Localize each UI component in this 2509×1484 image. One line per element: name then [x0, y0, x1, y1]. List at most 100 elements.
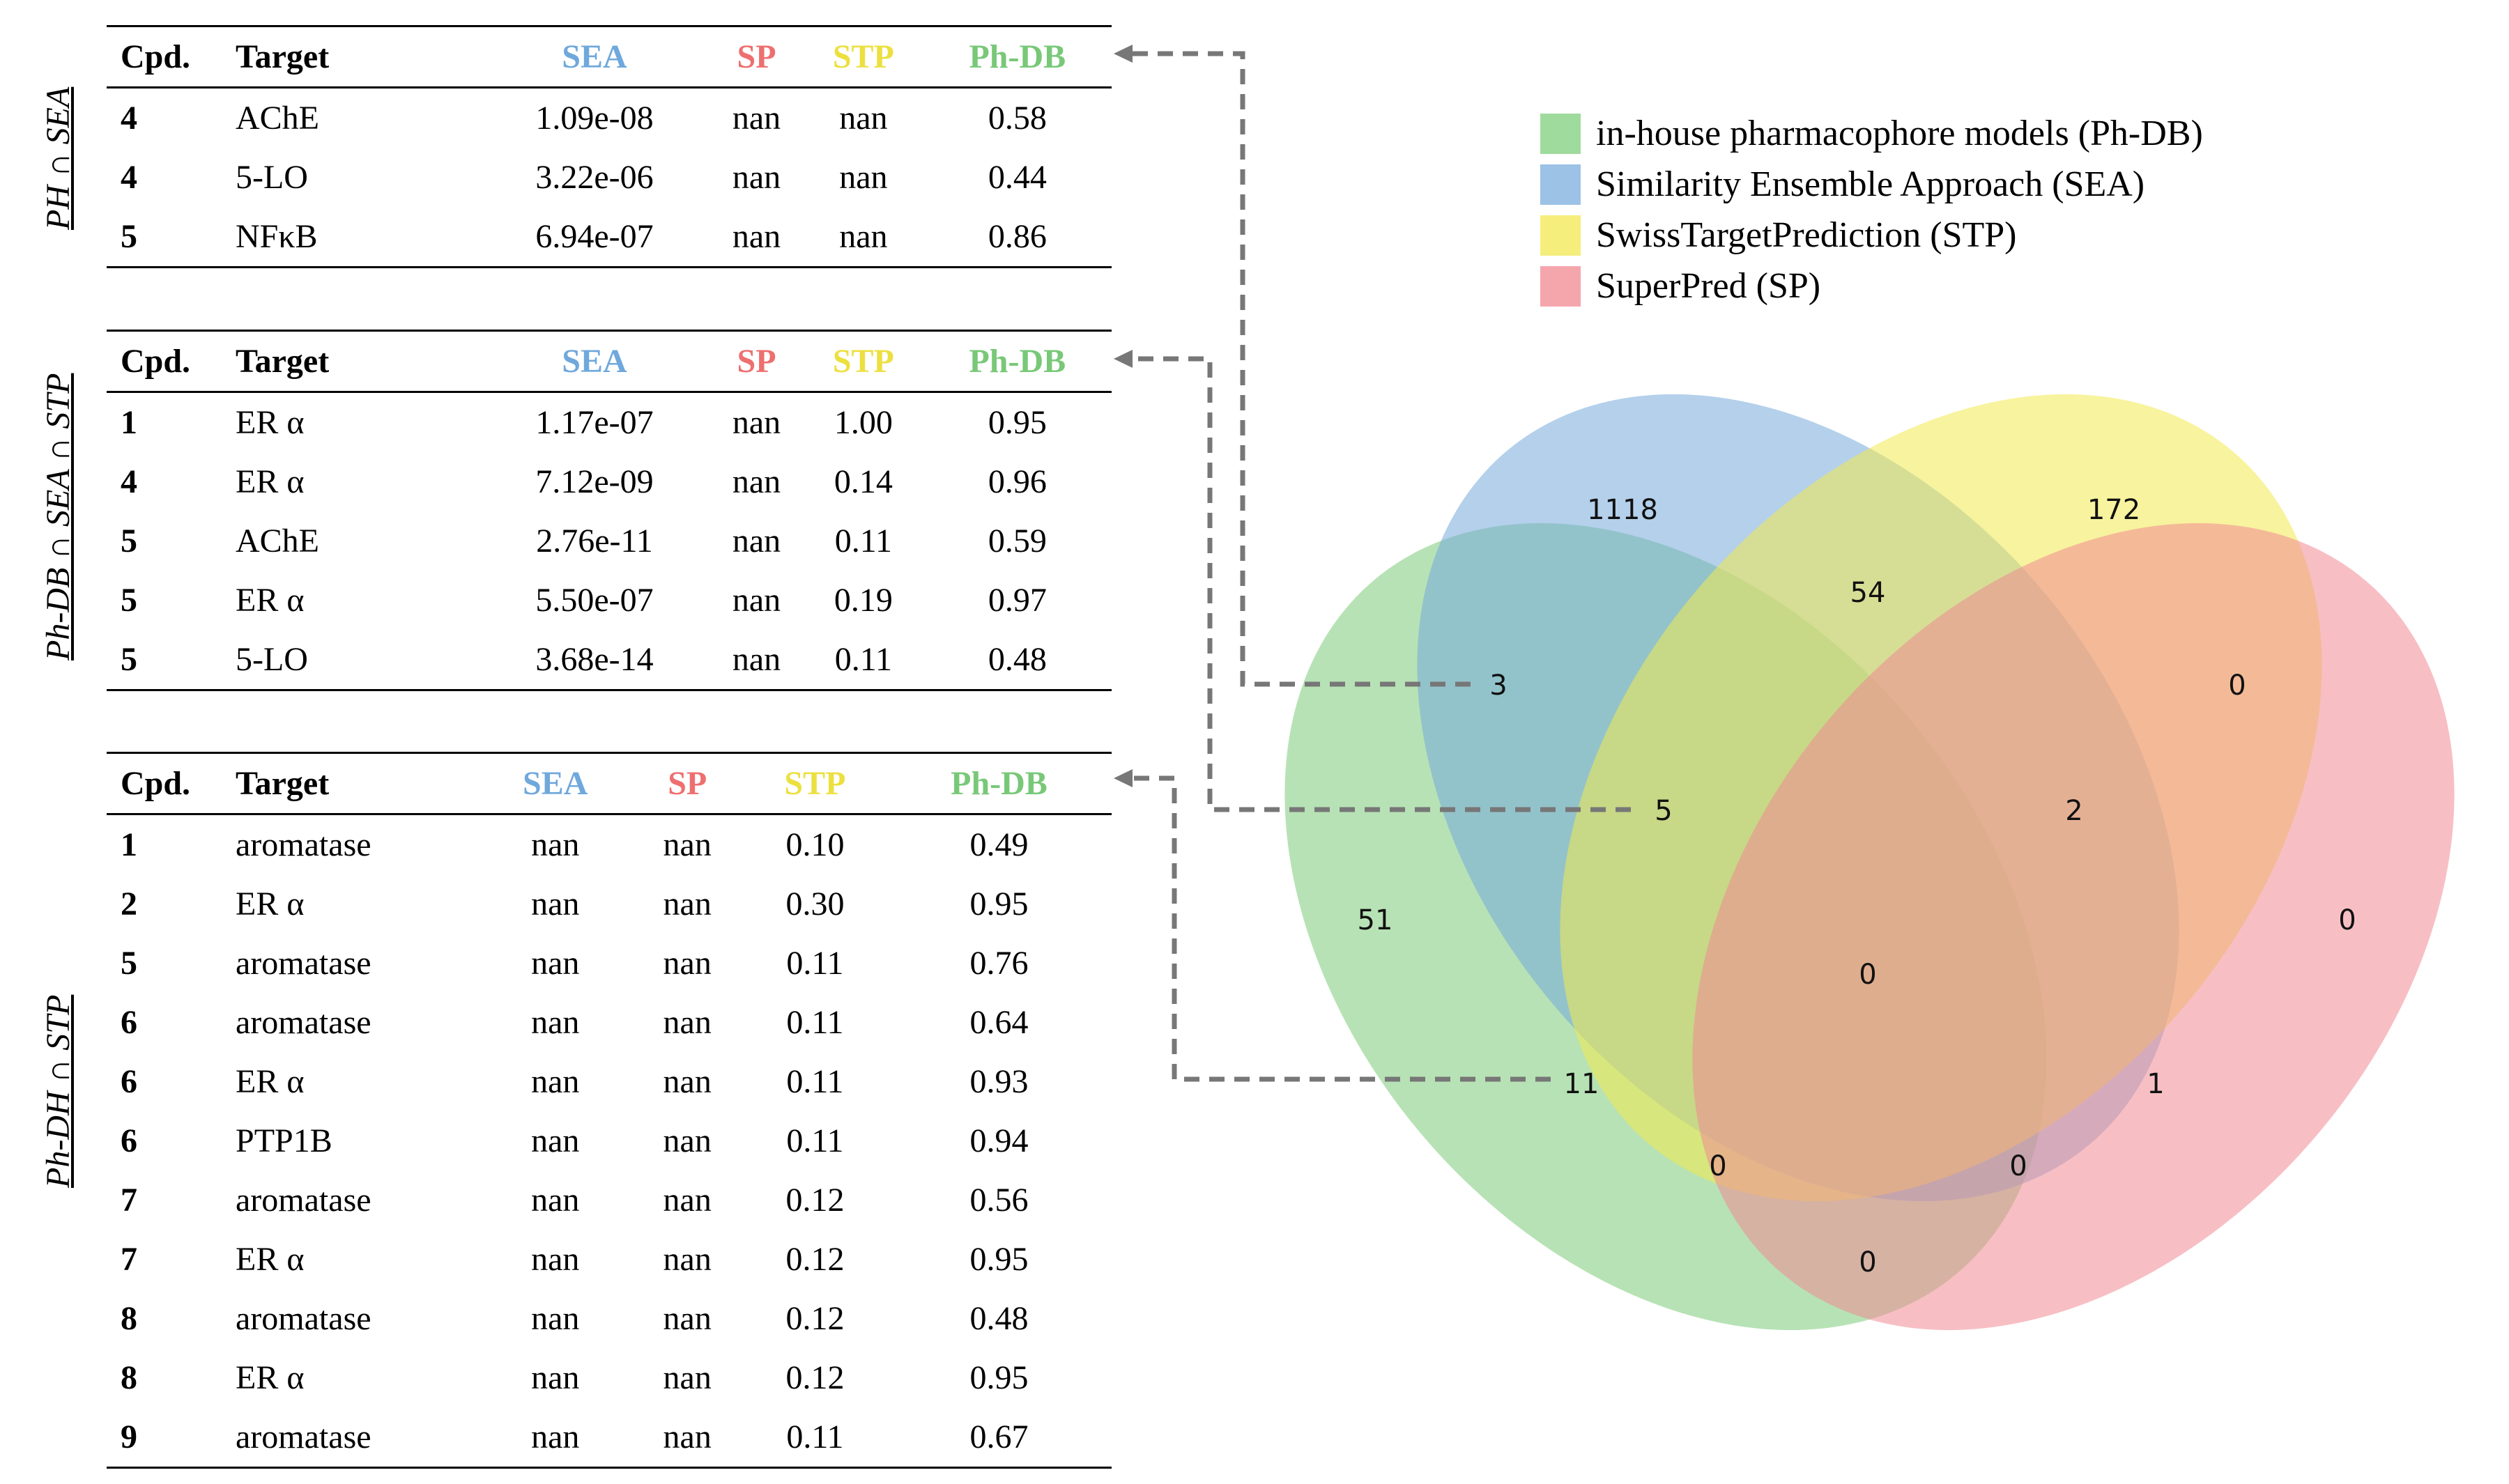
cell-sea: nan	[531, 1063, 580, 1100]
cell-phdb: 0.76	[969, 945, 1029, 982]
column-header-sp: SP	[668, 765, 707, 802]
region-phdb-stp: 11	[1564, 1068, 1599, 1100]
table-row: 5 ER α 5.50e-07 nan 0.19 0.97	[107, 571, 1112, 630]
table-row: 4 5-LO 3.22e-06 nan nan 0.44	[107, 148, 1112, 207]
cell-target: aromatase	[236, 1300, 371, 1337]
legend-swatch-sp	[1540, 265, 1581, 307]
cell-sp: nan	[663, 1182, 712, 1219]
cell-stp: nan	[839, 100, 888, 137]
table-phdb-sea-stp: Cpd. Target SEA SP STP Ph-DB 1 ER α 1.17e-07 nan…	[107, 330, 1112, 691]
legend-item-sp: SuperPred (SP)	[1540, 261, 2203, 311]
cell-phdb: 0.59	[988, 523, 1047, 559]
cell-phdb: 0.48	[969, 1300, 1029, 1337]
cell-phdb: 0.86	[988, 218, 1047, 255]
cell-cpd: 5	[121, 523, 137, 559]
legend-item-sea: Similarity Ensemble Approach (SEA)	[1540, 159, 2203, 210]
cell-cpd: 4	[121, 463, 137, 500]
cell-sp: nan	[732, 100, 781, 137]
cell-cpd: 7	[121, 1241, 137, 1278]
arrowhead-phdb-sea	[1114, 45, 1133, 63]
connector-phdb-stp	[1123, 775, 1551, 1082]
column-header-target: Target	[236, 343, 330, 380]
column-header-phdb: Ph-DB	[969, 343, 1066, 380]
cell-stp: 0.11	[786, 1419, 844, 1455]
region-sp-only: 0	[2338, 904, 2356, 936]
cell-sea: 7.12e-09	[535, 463, 654, 500]
cell-cpd: 5	[121, 945, 137, 982]
legend: in-house pharmacophore models (Ph-DB) Si…	[1540, 108, 2203, 311]
cell-cpd: 1	[121, 826, 137, 863]
cell-cpd: 5	[121, 218, 137, 255]
cell-target: aromatase	[236, 945, 371, 982]
cell-sp: nan	[732, 218, 781, 255]
cell-stp: 0.11	[786, 1063, 844, 1100]
cell-sp: nan	[732, 523, 781, 559]
column-header-cpd: Cpd.	[121, 38, 191, 75]
cell-phdb: 0.93	[969, 1063, 1029, 1100]
side-label-phdh-stp: Ph-DH ∩ STP	[40, 994, 77, 1188]
cell-target: ER α	[236, 1359, 305, 1396]
cell-stp: 0.11	[834, 641, 892, 678]
region-phdb-sea: 3	[1489, 670, 1507, 702]
region-phdb-sp: 0	[1859, 1246, 1876, 1278]
side-label-phdb-sea-stp: Ph-DB ∩ SEA ∩ STP	[40, 373, 77, 660]
legend-item-stp: SwissTargetPrediction (STP)	[1540, 210, 2203, 261]
cell-stp: 0.12	[785, 1241, 845, 1278]
column-header-cpd: Cpd.	[121, 765, 191, 802]
cell-target: AChE	[236, 100, 319, 137]
cell-cpd: 5	[121, 641, 137, 678]
column-header-phdb: Ph-DB	[969, 38, 1066, 75]
arrowhead-phdb-sea-stp	[1114, 350, 1133, 368]
cell-stp: 0.10	[785, 826, 845, 863]
cell-target: ER α	[236, 463, 305, 500]
cell-cpd: 4	[121, 100, 137, 137]
cell-sp: nan	[732, 404, 781, 441]
cell-target: ER α	[236, 1063, 305, 1100]
cell-sp: nan	[663, 1063, 712, 1100]
region-sea-only: 1118	[1587, 494, 1658, 526]
cell-target: aromatase	[236, 1004, 371, 1041]
cell-phdb: 0.58	[988, 100, 1047, 137]
cell-phdb: 0.48	[988, 641, 1047, 678]
arrowhead-phdb-stp	[1114, 769, 1133, 787]
cell-sp: nan	[732, 582, 781, 619]
cell-sp: nan	[663, 886, 712, 922]
column-header-target: Target	[236, 765, 330, 802]
cell-sp: nan	[663, 1359, 712, 1396]
table-row: 6 ER α nan nan 0.11 0.93	[107, 1052, 1112, 1111]
region-stp-only: 172	[2087, 494, 2140, 526]
cell-stp: 1.00	[834, 404, 893, 441]
cell-sea: nan	[531, 945, 580, 982]
cell-phdb: 0.56	[969, 1182, 1029, 1219]
table-header-row: Cpd. Target SEA SP STP Ph-DB	[107, 26, 1112, 88]
cell-phdb: 0.67	[969, 1419, 1029, 1455]
cell-cpd: 8	[121, 1359, 137, 1396]
cell-stp: 0.14	[834, 463, 893, 500]
cell-sea: 1.09e-08	[535, 100, 654, 137]
cell-sea: 1.17e-07	[535, 404, 654, 441]
cell-target: NFκB	[236, 218, 318, 255]
legend-label-phdb: in-house pharmacophore models (Ph-DB)	[1596, 114, 2203, 153]
column-header-sp: SP	[737, 38, 776, 75]
cell-sp: nan	[663, 1122, 712, 1159]
cell-stp: 0.12	[785, 1182, 845, 1219]
column-header-stp: STP	[784, 765, 846, 802]
cell-cpd: 5	[121, 582, 137, 619]
cell-phdb: 0.44	[988, 159, 1047, 196]
table-row: 7 ER α nan nan 0.12 0.95	[107, 1230, 1112, 1289]
table-row: 5 AChE 2.76e-11 nan 0.11 0.59	[107, 511, 1112, 571]
cell-phdb: 0.96	[988, 463, 1047, 500]
column-header-stp: STP	[832, 343, 894, 380]
column-header-sp: SP	[737, 343, 776, 380]
table-row: 6 PTP1B nan nan 0.11 0.94	[107, 1111, 1112, 1170]
table-row: 1 aromatase nan nan 0.10 0.49	[107, 814, 1112, 875]
cell-target: 5-LO	[236, 641, 308, 678]
region-stp-sp: 0	[2228, 670, 2246, 702]
region-phdb-sea-sp: 0	[2009, 1150, 2027, 1182]
cell-stp: nan	[839, 218, 888, 255]
legend-swatch-sea	[1540, 164, 1581, 205]
legend-item-phdb: in-house pharmacophore models (Ph-DB)	[1540, 108, 2203, 159]
cell-phdb: 0.49	[969, 826, 1029, 863]
connector-phdb-sea	[1123, 51, 1471, 687]
